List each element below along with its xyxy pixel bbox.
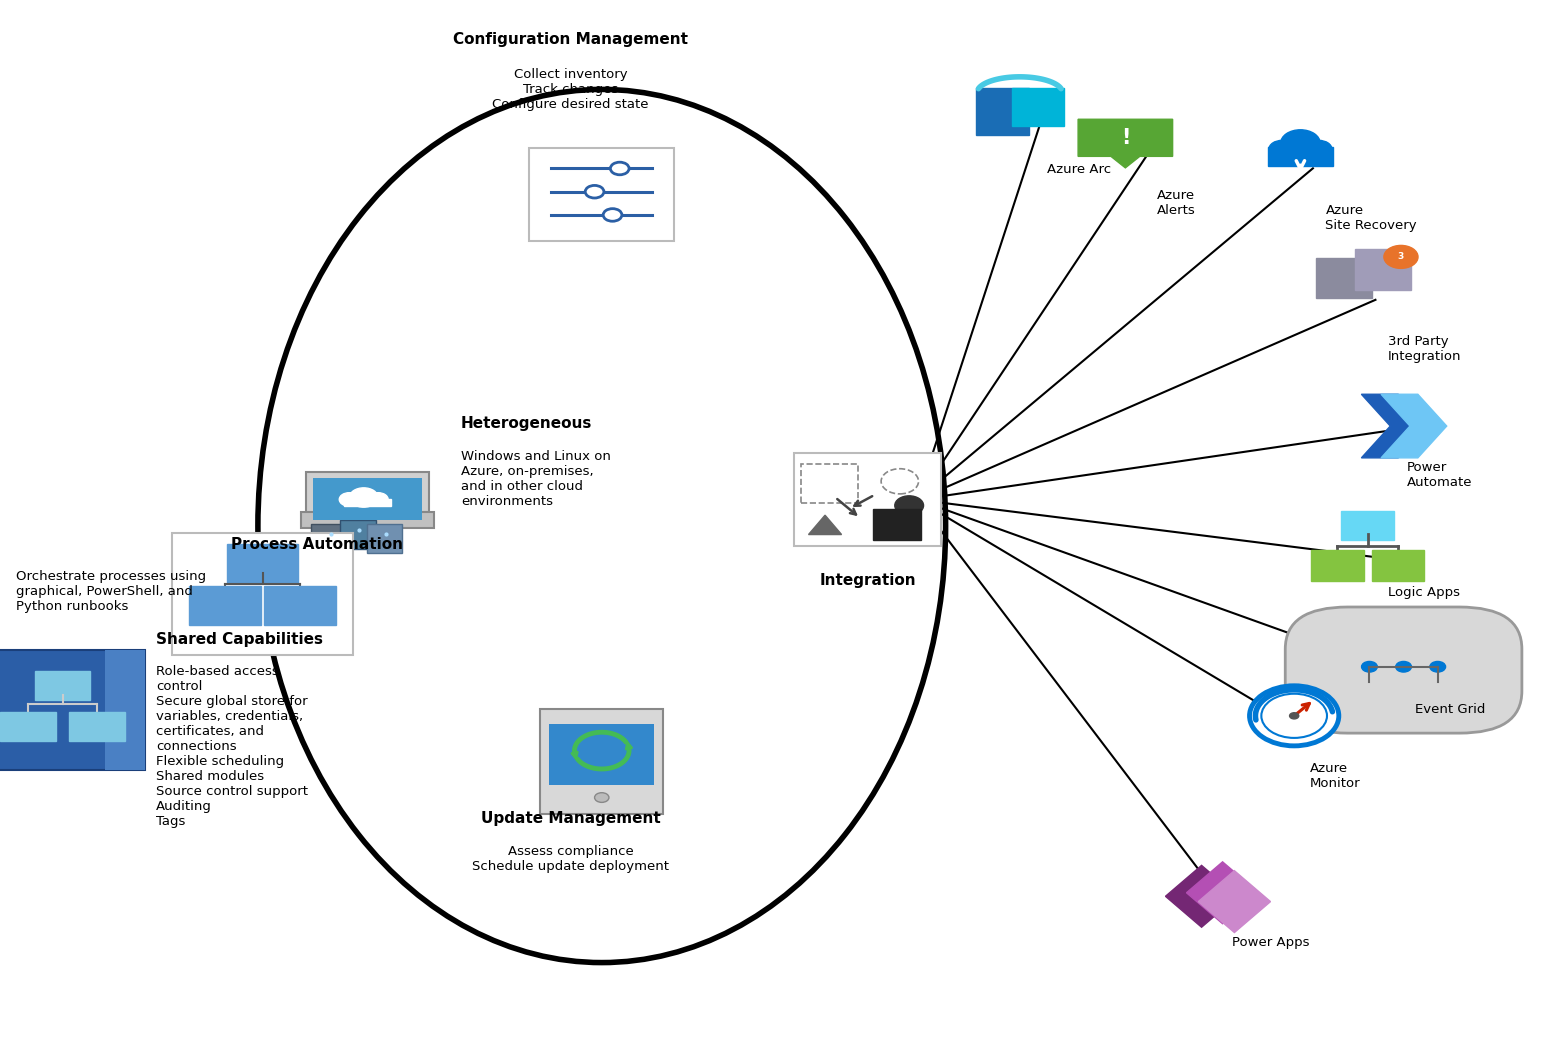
Text: Shared Capabilities: Shared Capabilities (156, 632, 324, 647)
Circle shape (350, 488, 378, 507)
Polygon shape (1199, 871, 1271, 932)
Text: !: ! (1121, 127, 1130, 148)
FancyBboxPatch shape (1285, 607, 1522, 733)
FancyBboxPatch shape (227, 544, 299, 583)
Text: Windows and Linux on
Azure, on-premises,
and in other cloud
environments: Windows and Linux on Azure, on-premises,… (461, 450, 611, 508)
Circle shape (585, 185, 603, 198)
FancyBboxPatch shape (1011, 87, 1064, 126)
Circle shape (1269, 140, 1296, 158)
Text: Event Grid: Event Grid (1415, 703, 1485, 715)
Circle shape (1289, 713, 1299, 719)
FancyBboxPatch shape (541, 709, 663, 814)
FancyBboxPatch shape (1341, 511, 1394, 540)
Text: 3rd Party
Integration: 3rd Party Integration (1388, 335, 1461, 363)
Circle shape (1430, 662, 1446, 672)
Text: Azure
Monitor: Azure Monitor (1310, 762, 1360, 790)
Circle shape (1249, 686, 1339, 746)
Text: Configuration Management: Configuration Management (453, 33, 688, 47)
FancyBboxPatch shape (172, 533, 353, 655)
FancyBboxPatch shape (311, 524, 347, 552)
FancyBboxPatch shape (1268, 147, 1333, 166)
Circle shape (603, 208, 622, 221)
FancyBboxPatch shape (1316, 258, 1372, 299)
Circle shape (1361, 662, 1377, 672)
FancyBboxPatch shape (105, 650, 145, 770)
Polygon shape (808, 515, 841, 534)
Circle shape (594, 793, 610, 803)
Text: Assess compliance
Schedule update deployment: Assess compliance Schedule update deploy… (472, 845, 669, 873)
Text: Role-based access
control
Secure global store for
variables, credentials,
certif: Role-based access control Secure global … (156, 665, 308, 828)
Circle shape (894, 495, 924, 515)
FancyBboxPatch shape (872, 509, 921, 540)
FancyBboxPatch shape (530, 148, 674, 241)
Text: Collect inventory
Track changes
Configure desired state: Collect inventory Track changes Configur… (492, 68, 649, 112)
Text: Update Management: Update Management (480, 811, 661, 826)
FancyBboxPatch shape (34, 671, 91, 701)
Text: Azure
Site Recovery: Azure Site Recovery (1325, 204, 1418, 232)
Text: Power Apps: Power Apps (1232, 936, 1310, 949)
FancyBboxPatch shape (300, 512, 435, 528)
Text: Orchestrate processes using
graphical, PowerShell, and
Python runbooks: Orchestrate processes using graphical, P… (16, 570, 206, 613)
FancyBboxPatch shape (977, 87, 1028, 135)
FancyBboxPatch shape (549, 724, 655, 785)
Circle shape (1261, 693, 1327, 737)
Text: rd: rd (1419, 241, 1427, 246)
FancyBboxPatch shape (69, 712, 125, 741)
FancyBboxPatch shape (189, 586, 261, 625)
Polygon shape (1186, 862, 1258, 924)
FancyBboxPatch shape (1372, 550, 1424, 581)
Polygon shape (1361, 394, 1427, 458)
FancyBboxPatch shape (0, 650, 145, 770)
Text: Power
Automate: Power Automate (1407, 461, 1472, 489)
Circle shape (1396, 662, 1411, 672)
Circle shape (367, 492, 388, 506)
FancyBboxPatch shape (1311, 550, 1363, 581)
FancyBboxPatch shape (1355, 249, 1411, 289)
FancyBboxPatch shape (341, 521, 375, 549)
FancyBboxPatch shape (264, 586, 336, 625)
FancyBboxPatch shape (367, 524, 402, 552)
Polygon shape (1078, 119, 1172, 168)
FancyBboxPatch shape (305, 472, 428, 524)
Circle shape (611, 162, 628, 175)
Text: Integration: Integration (819, 573, 916, 588)
Circle shape (339, 492, 359, 506)
Circle shape (1280, 129, 1321, 157)
FancyBboxPatch shape (313, 478, 422, 520)
Polygon shape (1382, 394, 1447, 458)
Circle shape (1305, 140, 1332, 158)
Circle shape (1383, 245, 1418, 268)
Text: Azure Arc: Azure Arc (1047, 163, 1111, 176)
Text: Heterogeneous: Heterogeneous (461, 417, 592, 431)
Text: Azure
Alerts: Azure Alerts (1157, 189, 1196, 218)
FancyBboxPatch shape (0, 712, 56, 741)
Text: Process Automation: Process Automation (231, 538, 403, 552)
FancyBboxPatch shape (344, 499, 391, 506)
Text: 3: 3 (1397, 252, 1404, 261)
FancyBboxPatch shape (794, 453, 941, 546)
Polygon shape (1166, 866, 1238, 927)
Text: Logic Apps: Logic Apps (1388, 586, 1460, 599)
